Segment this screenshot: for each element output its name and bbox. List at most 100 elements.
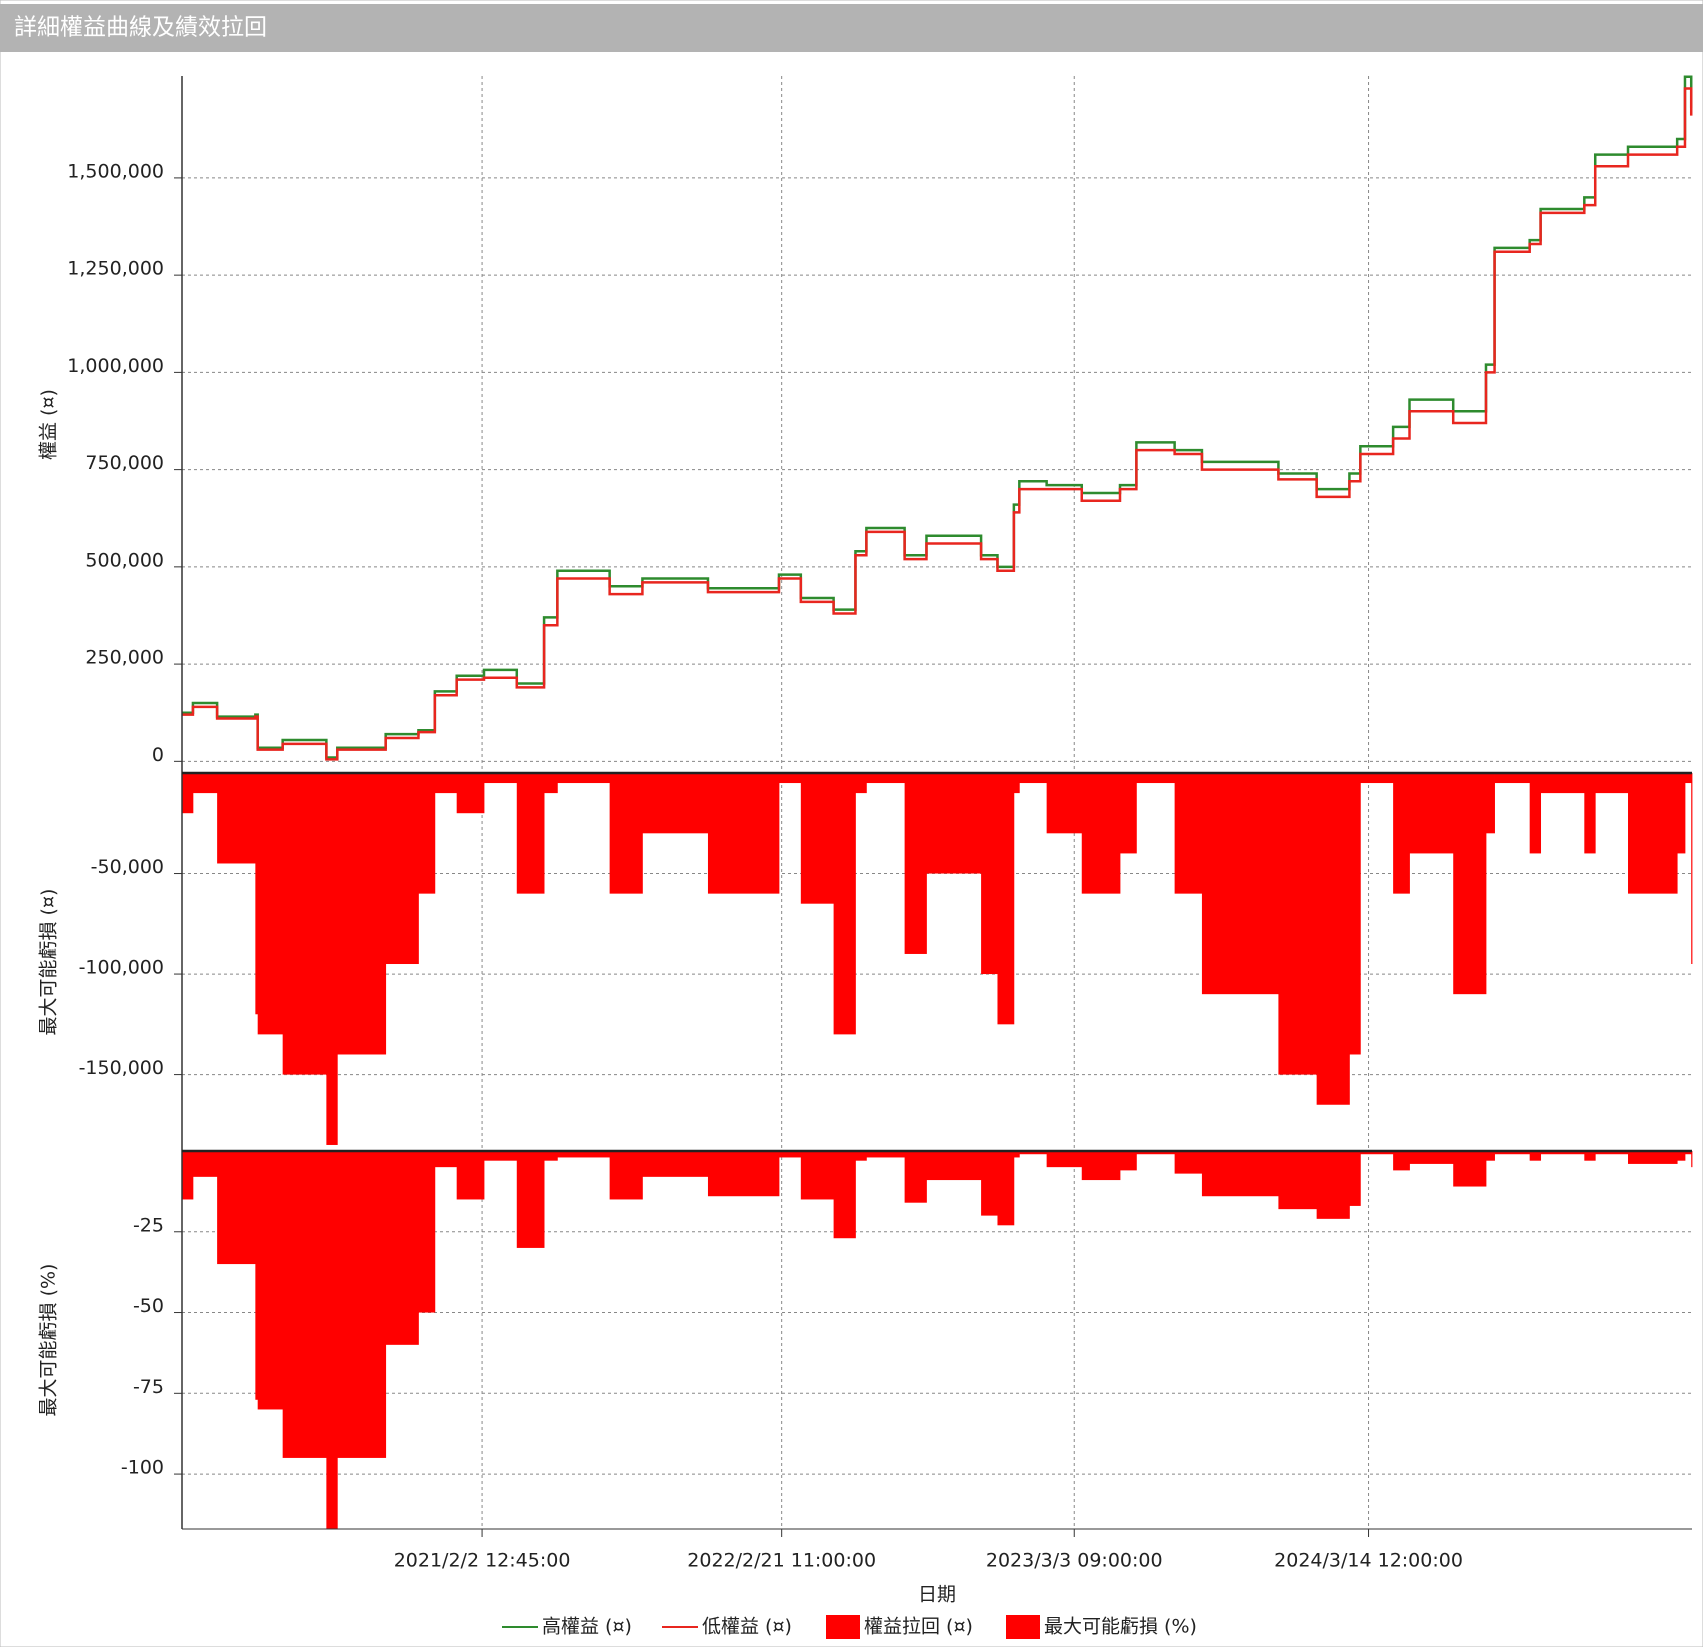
drawdown-bar	[326, 1151, 338, 1529]
drawdown-bar	[997, 773, 1015, 1025]
drawdown-bar	[1453, 773, 1487, 995]
drawdown-bar	[833, 773, 856, 1035]
plot-area	[182, 1151, 1693, 1529]
y-tick-label: -100	[121, 1457, 164, 1479]
drawdown-bar	[1316, 773, 1350, 1105]
drawdown-bar	[1628, 1151, 1678, 1164]
drawdown-bar	[1485, 773, 1495, 834]
drawdown-bar	[418, 1151, 436, 1313]
drawdown-bar	[866, 773, 906, 784]
drawdown-bar	[192, 1151, 218, 1177]
y-axis-label: 最大可能虧損 (%)	[38, 1264, 60, 1417]
drawdown-bar	[1119, 1151, 1137, 1171]
y-tick-label: 0	[152, 744, 164, 766]
drawdown-bar	[544, 1151, 558, 1161]
drawdown-bar	[1677, 1151, 1686, 1161]
drawdown-bar	[1013, 773, 1020, 794]
plot-area	[182, 75, 1693, 761]
drawdown-bar	[1595, 773, 1629, 794]
drawdown-bar	[1628, 773, 1678, 894]
drawdown-bar	[1278, 773, 1318, 1075]
legend-label: 最大可能虧損 (%)	[1044, 1616, 1197, 1638]
drawdown-bar	[1316, 1151, 1350, 1219]
drawdown-bar	[1360, 773, 1394, 784]
y-tick-label: 500,000	[85, 549, 164, 571]
drawdown-bar	[1529, 773, 1542, 854]
drawdown-bar	[1409, 773, 1454, 854]
y-tick-label: 1,250,000	[67, 258, 164, 280]
drawdown-bar	[642, 1151, 709, 1177]
y-tick-label: 1,500,000	[67, 160, 164, 182]
drawdown-bar	[337, 773, 387, 1055]
drawdown-bar	[609, 1151, 643, 1200]
drawdown-bar	[557, 773, 611, 784]
drawdown-bar	[434, 1151, 458, 1168]
drawdown-bar	[997, 1151, 1015, 1226]
drawdown-bar	[855, 773, 867, 794]
drawdown-bar	[778, 773, 802, 784]
legend-label: 權益拉回 (¤)	[864, 1616, 973, 1638]
drawdown-bar	[484, 1151, 518, 1161]
drawdown-bar	[1013, 1151, 1020, 1158]
drawdown-bar	[926, 1151, 982, 1181]
y-axis-label: 最大可能虧損 (¤)	[38, 889, 60, 1036]
drawdown-bar	[182, 1151, 194, 1200]
drawdown-bar	[1136, 1151, 1176, 1155]
drawdown-bar	[1019, 773, 1048, 784]
drawdown-bar	[1046, 1151, 1083, 1168]
drawdown-bar	[1677, 773, 1686, 854]
drawdown-bar	[257, 773, 284, 1035]
drawdown-bar	[1485, 1151, 1495, 1161]
drawdown-bar	[282, 773, 327, 1075]
y-tick-label: -50,000	[91, 856, 164, 878]
x-tick-label: 2021/2/2 12:45:00	[394, 1550, 571, 1572]
drawdown-bar	[1360, 1151, 1394, 1155]
y-tick-label: -150,000	[79, 1057, 164, 1079]
drawdown-bar	[1584, 1151, 1596, 1161]
x-tick-label: 2024/3/14 12:00:00	[1274, 1550, 1463, 1572]
drawdown-bar	[516, 773, 545, 894]
legend-label: 低權益 (¤)	[702, 1616, 792, 1638]
drawdown-bar	[1540, 1151, 1585, 1155]
x-tick-label: 2022/2/21 11:00:00	[687, 1550, 876, 1572]
drawdown-bar	[326, 773, 338, 1145]
drawdown-bar	[1201, 1151, 1279, 1197]
drawdown-bar	[1393, 773, 1410, 894]
drawdown-bar	[1595, 1151, 1629, 1155]
drawdown-bar	[778, 1151, 802, 1158]
drawdown-bar	[434, 773, 458, 794]
drawdown-bar	[926, 773, 982, 874]
drawdown-bar	[1393, 1151, 1410, 1171]
drawdown-bar	[544, 773, 558, 794]
plot-area	[182, 773, 1693, 1145]
drawdown-bar	[904, 773, 927, 954]
drawdown-bar	[1081, 1151, 1121, 1181]
y-tick-label: 1,000,000	[67, 355, 164, 377]
drawdown-bar	[855, 1151, 867, 1161]
drawdown-bar	[255, 1151, 259, 1400]
drawdown-bar	[1529, 1151, 1542, 1161]
drawdown-bar	[1201, 773, 1279, 995]
drawdown-bar	[1136, 773, 1176, 784]
drawdown-bar	[217, 1151, 256, 1265]
y-tick-label: -25	[133, 1214, 164, 1236]
drawdown-bar	[456, 773, 485, 814]
y-tick-label: -50	[133, 1295, 164, 1317]
drawdown-bar	[257, 1151, 284, 1410]
drawdown-bar	[707, 773, 780, 894]
drawdown-bar	[456, 1151, 485, 1200]
y-tick-label: 750,000	[85, 452, 164, 474]
drawdown-bar	[1019, 1151, 1048, 1155]
drawdown-bar	[255, 773, 259, 1015]
equity-line	[182, 87, 1693, 761]
drawdown-bar	[385, 1151, 419, 1345]
drawdown-bar	[217, 773, 256, 864]
y-tick-label: -75	[133, 1376, 164, 1398]
drawdown-bar	[1349, 1151, 1361, 1206]
drawdown-bar	[1046, 773, 1083, 834]
drawdown-bar	[557, 1151, 611, 1158]
drawdown-bar	[1174, 1151, 1203, 1174]
drawdown-bar	[1278, 1151, 1318, 1210]
drawdown-bar	[800, 773, 835, 904]
drawdown-bar	[1453, 1151, 1487, 1187]
